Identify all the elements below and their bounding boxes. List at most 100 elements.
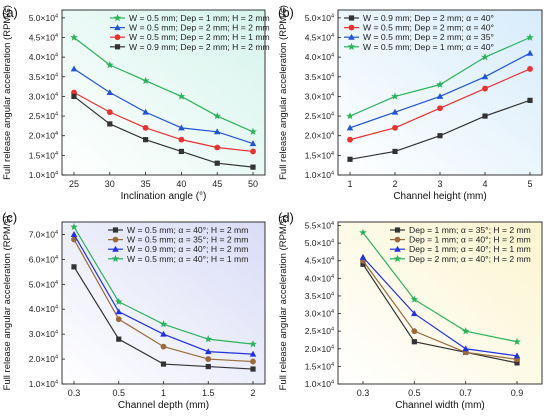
series-1 xyxy=(347,66,533,143)
y-tick-label: 5.5×104 xyxy=(305,221,334,231)
legend-marker xyxy=(114,34,121,41)
legend-label: W = 0.9 mm; α = 40°; H = 2 mm xyxy=(127,244,248,254)
x-axis-label: Channel width (mm) xyxy=(395,400,484,411)
data-point xyxy=(391,92,399,100)
data-point xyxy=(411,339,417,345)
panel-b: (b) 1.0×104 1.5×104 2.0×104 2.5×104 3.0×104 3.… xyxy=(278,5,543,202)
series-2 xyxy=(359,253,521,359)
legend-entry: W = 0.9 mm; Dep = 2 mm; H = 2 mm xyxy=(110,42,270,52)
data-point xyxy=(70,33,78,41)
data-point xyxy=(392,148,398,155)
data-point xyxy=(436,80,444,88)
data-point xyxy=(391,108,399,115)
plot-frame xyxy=(61,9,266,176)
y-tick-label: 3.0×104 xyxy=(29,91,58,101)
x-tick-label: 40 xyxy=(176,179,186,189)
series-line xyxy=(73,95,254,168)
x-axis-label: Inclination angle (°) xyxy=(121,191,207,202)
series-1 xyxy=(71,236,256,365)
data-point xyxy=(249,127,257,136)
data-point xyxy=(178,136,185,143)
y-tick-label: 3.0×104 xyxy=(305,91,334,101)
series-3 xyxy=(70,222,257,348)
panel-label: (d) xyxy=(278,210,294,225)
data-point xyxy=(116,336,122,342)
plot-background xyxy=(338,222,542,384)
panel-c: (c) 1.0×104 2.0×104 3.0×104 4.0×104 5.0×104 6.… xyxy=(2,210,266,411)
panel-a: (a) 1.0×104 1.5×104 2.0×104 2.5×104 3.0×104 3.… xyxy=(2,5,270,202)
panel-d: (d) 1.0×104 1.5×104 2.0×104 2.5×104 3.0×104 3.… xyxy=(278,210,543,411)
data-point xyxy=(70,222,78,231)
data-point xyxy=(106,61,114,69)
series-3 xyxy=(71,93,256,170)
data-point xyxy=(141,76,150,84)
data-point xyxy=(482,113,488,119)
data-point xyxy=(359,228,367,236)
data-point xyxy=(213,128,221,135)
x-tick-label: 50 xyxy=(248,179,258,189)
y-tick-label: 1.0×104 xyxy=(305,170,334,180)
data-point xyxy=(514,360,520,366)
legend-entry: W = 0.9 mm; α = 40°; H = 2 mm xyxy=(108,244,248,254)
legend-entry: W = 0.5 mm; Dep = 2 mm; H = 1 mm xyxy=(110,32,270,42)
x-tick-label: 35 xyxy=(141,179,151,189)
data-point xyxy=(107,121,113,127)
data-point xyxy=(513,337,521,345)
plot-frame xyxy=(61,221,266,385)
legend-marker xyxy=(113,14,122,22)
data-point xyxy=(250,366,256,372)
plot-frame xyxy=(337,9,543,176)
legend-marker xyxy=(347,42,356,51)
plot-frame xyxy=(337,221,543,385)
data-point xyxy=(462,345,469,352)
legend-entry: Dep = 1 mm; α = 40°; H = 2 mm xyxy=(390,235,531,245)
series-0 xyxy=(71,264,256,372)
y-tick-label: 5.0×104 xyxy=(29,279,58,289)
data-point xyxy=(249,340,257,348)
y-tick-label: 4.0×104 xyxy=(305,273,334,283)
data-point xyxy=(178,124,185,131)
data-point xyxy=(71,93,77,100)
data-point xyxy=(160,343,167,350)
x-tick-label: 30 xyxy=(105,179,115,189)
data-point xyxy=(359,253,367,260)
data-point xyxy=(360,261,366,267)
data-point xyxy=(177,92,186,100)
y-tick-label: 4.0×104 xyxy=(29,52,58,62)
legend-label: Dep = 1 mm; α = 40°; H = 1 mm xyxy=(409,244,531,254)
data-point xyxy=(249,350,257,357)
legend-marker xyxy=(394,227,401,233)
y-axis-label: Full release angular acceleration (RPM/s… xyxy=(278,5,289,180)
series-line xyxy=(362,263,518,364)
series-3 xyxy=(346,33,534,120)
legend-marker xyxy=(114,24,121,31)
legend-marker xyxy=(394,245,401,252)
series-0 xyxy=(70,33,257,136)
y-axis-label: Full release angular acceleration (RPM/s… xyxy=(278,216,289,391)
data-point xyxy=(205,356,212,362)
x-axis-label: Channel height (mm) xyxy=(393,191,486,202)
x-tick-label: 25 xyxy=(69,179,79,189)
y-tick-label: 1.5×104 xyxy=(305,150,334,160)
data-point xyxy=(143,137,149,143)
data-point xyxy=(249,140,257,147)
plot-background xyxy=(338,10,542,175)
legend-entry: Dep = 1 mm; α = 40°; H = 1 mm xyxy=(390,244,531,254)
legend-marker xyxy=(111,254,120,263)
x-axis-label: Channel depth (mm) xyxy=(118,400,209,411)
data-point xyxy=(437,105,443,112)
data-point xyxy=(481,73,489,80)
data-point xyxy=(250,164,256,170)
y-tick-label: 3.5×104 xyxy=(305,72,334,82)
y-tick-label: 3.5×104 xyxy=(29,72,58,82)
series-line xyxy=(73,37,254,133)
legend-entry: W = 0.5 mm; Dep = 2 mm; H = 2 mm xyxy=(110,23,270,33)
legend-marker xyxy=(393,254,402,263)
y-tick-label: 2.5×104 xyxy=(305,326,334,336)
data-point xyxy=(482,85,488,92)
data-point xyxy=(115,316,122,323)
data-point xyxy=(410,295,419,303)
legend-entry: Dep = 2 mm; α = 40°; H = 2 mm xyxy=(390,254,531,264)
data-point xyxy=(114,297,123,305)
